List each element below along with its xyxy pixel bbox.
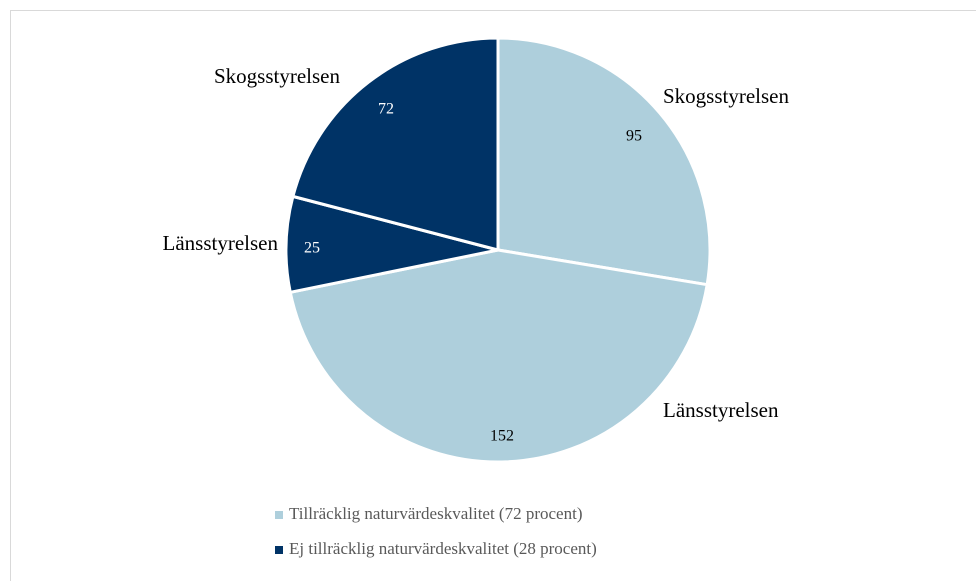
- pie-slice: [288, 248, 709, 464]
- category-label: Skogsstyrelsen: [214, 64, 341, 88]
- value-label: 72: [378, 101, 394, 118]
- value-label: 152: [490, 428, 514, 445]
- legend-swatch: [275, 546, 283, 554]
- pie-slice: [496, 36, 712, 287]
- legend-label: Tillräcklig naturvärdeskvalitet (72 proc…: [289, 504, 582, 523]
- legend-label: Ej tillräcklig naturvärdeskvalitet (28 p…: [289, 539, 597, 558]
- category-label: Skogsstyrelsen: [663, 84, 790, 108]
- pie-slice: [291, 36, 500, 252]
- value-label: 25: [304, 240, 320, 257]
- category-label: Länsstyrelsen: [163, 231, 279, 255]
- legend-swatch: [275, 511, 283, 519]
- category-label: Länsstyrelsen: [663, 398, 779, 422]
- value-label: 95: [626, 128, 642, 145]
